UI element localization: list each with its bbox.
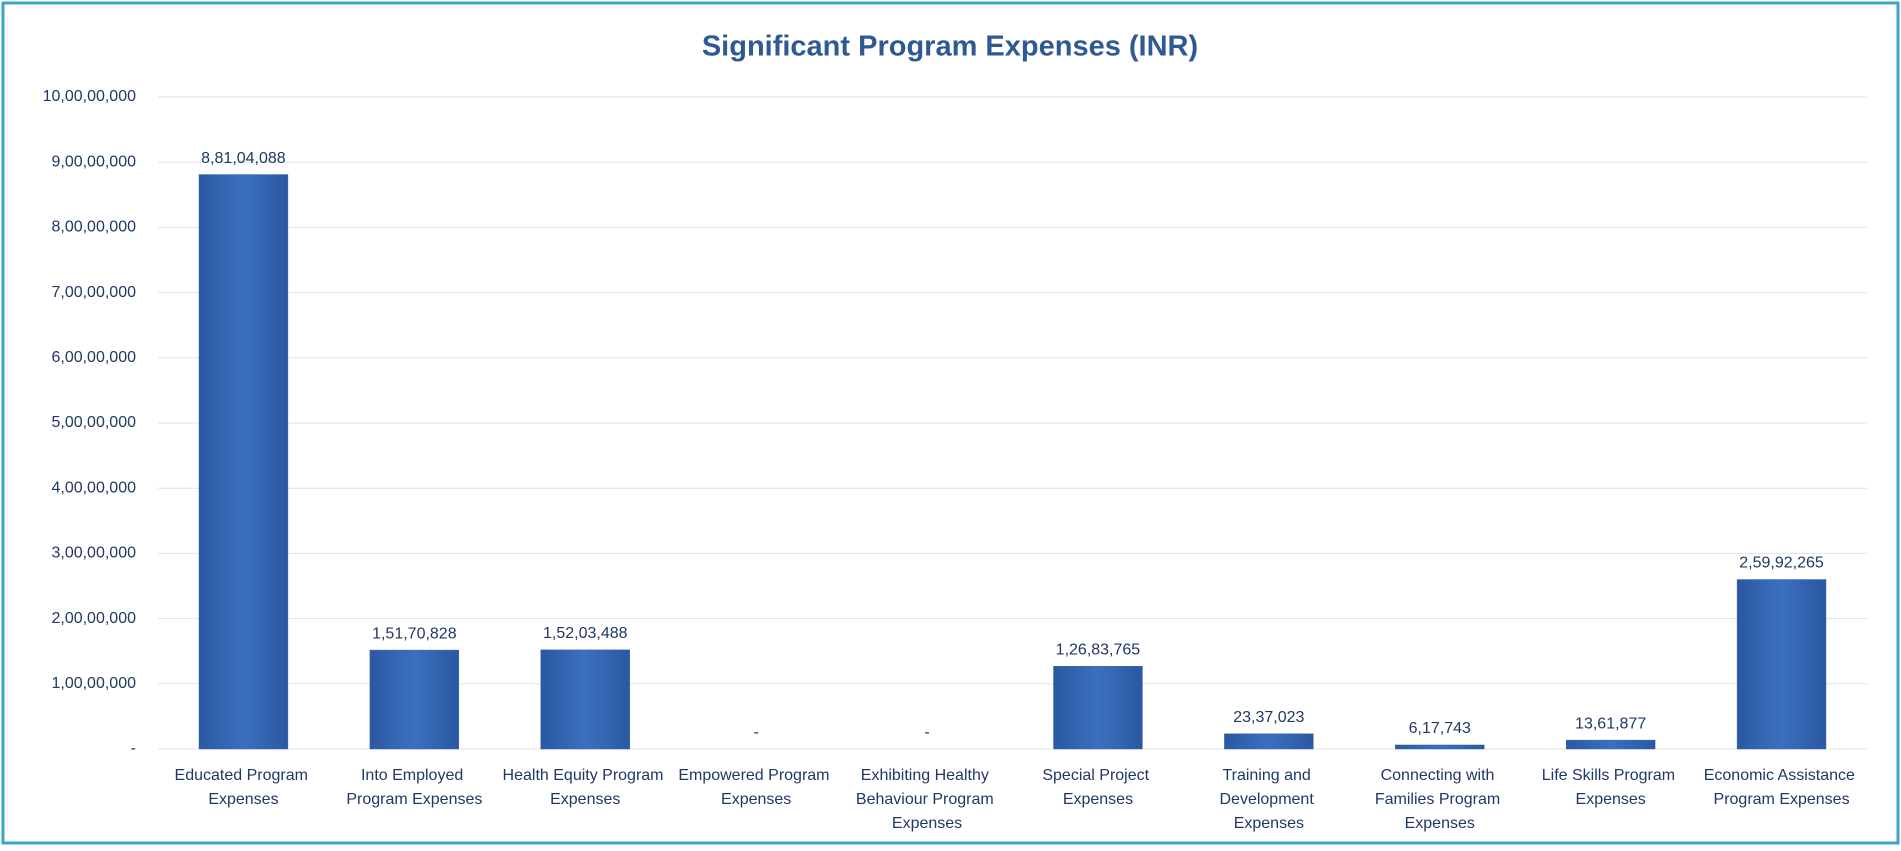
x-tick-label: Health Equity Program Expenses xyxy=(503,767,668,808)
bar xyxy=(198,174,289,750)
x-tick-label: Exhibiting Healthy Behaviour Program Exp… xyxy=(856,767,998,832)
data-label: 13,61,877 xyxy=(1575,715,1646,732)
y-tick-label: 9,00,00,000 xyxy=(51,153,136,170)
x-tick-label: Connecting with Families Program Expense… xyxy=(1375,767,1505,832)
y-tick-label: 10,00,00,000 xyxy=(43,88,137,105)
y-tick-label: 3,00,00,000 xyxy=(51,545,136,562)
y-tick-label: 1,00,00,000 xyxy=(51,675,136,692)
data-label: 1,26,83,765 xyxy=(1056,642,1141,659)
data-label: 1,52,03,488 xyxy=(543,625,628,642)
y-tick-label: 4,00,00,000 xyxy=(51,479,136,496)
x-tick-label: Educated Program Expenses xyxy=(175,767,313,808)
y-tick-label: 8,00,00,000 xyxy=(51,219,136,236)
bar xyxy=(1565,739,1656,750)
x-tick-label: Training and Development Expenses xyxy=(1219,767,1318,832)
y-tick-label: 2,00,00,000 xyxy=(51,610,136,627)
data-label: 2,59,92,265 xyxy=(1739,555,1824,572)
bar xyxy=(540,649,630,750)
data-label: 23,37,023 xyxy=(1233,709,1304,726)
data-label: 6,17,743 xyxy=(1409,720,1471,737)
data-label: 1,51,70,828 xyxy=(372,625,457,642)
data-label: - xyxy=(753,724,758,741)
x-tick-label: Empowered Program Expenses xyxy=(678,767,834,808)
data-label: - xyxy=(924,724,929,741)
y-tick-label: 6,00,00,000 xyxy=(51,349,136,366)
x-tick-label: Into Employed Program Expenses xyxy=(346,767,482,808)
chart-title: Significant Program Expenses (INR) xyxy=(702,31,1198,63)
x-tick-label: Special Project Expenses xyxy=(1042,767,1153,808)
bar xyxy=(369,649,460,750)
bar xyxy=(1736,579,1827,750)
bar xyxy=(1224,733,1314,750)
y-tick-label: - xyxy=(131,740,136,757)
x-tick-label: Economic Assistance Program Expenses xyxy=(1704,767,1860,808)
x-tick-label: Life Skills Program Expenses xyxy=(1542,767,1680,808)
bar xyxy=(1395,744,1485,750)
data-label: 8,81,04,088 xyxy=(201,150,286,167)
y-tick-label: 7,00,00,000 xyxy=(51,284,136,301)
bar xyxy=(1053,666,1143,750)
y-tick-label: 5,00,00,000 xyxy=(51,414,136,431)
